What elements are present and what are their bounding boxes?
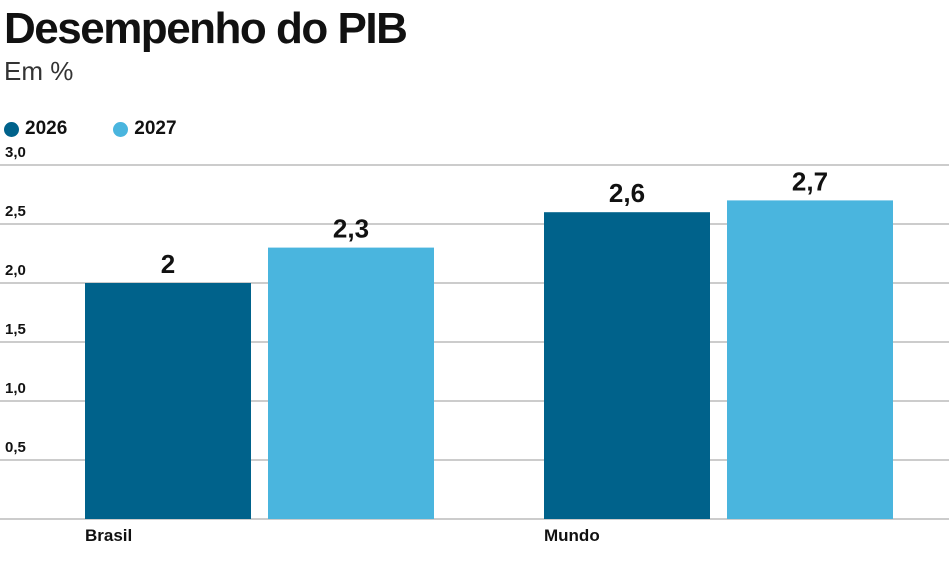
legend-item-2027: 2027 bbox=[113, 118, 177, 140]
bar bbox=[544, 212, 710, 519]
y-tick-label: 3,0 bbox=[5, 144, 26, 161]
y-tick-label: 0,5 bbox=[5, 439, 26, 456]
bar bbox=[85, 283, 251, 519]
legend-item-2026: 2026 bbox=[4, 118, 67, 140]
data-label: 2,3 bbox=[333, 214, 369, 244]
legend-swatch-2026 bbox=[4, 121, 19, 137]
bar bbox=[727, 200, 893, 519]
data-label: 2,7 bbox=[792, 166, 828, 196]
y-tick-label: 2,5 bbox=[5, 203, 26, 220]
bar bbox=[268, 247, 434, 519]
y-tick-label: 1,0 bbox=[5, 380, 26, 397]
legend-swatch-2027 bbox=[113, 121, 129, 137]
y-tick-label: 1,5 bbox=[5, 321, 26, 338]
x-category-label: Mundo bbox=[544, 526, 600, 545]
chart-subtitle: Em % bbox=[4, 56, 74, 86]
data-label: 2 bbox=[161, 249, 175, 279]
legend-label-2026: 2026 bbox=[25, 118, 68, 139]
y-tick-label: 2,0 bbox=[5, 262, 26, 279]
x-category-label: Brasil bbox=[85, 526, 132, 545]
chart-title: Desempenho do PIB bbox=[4, 4, 408, 53]
chart-legend: 2026 2027 bbox=[4, 118, 223, 140]
legend-label-2027: 2027 bbox=[134, 118, 177, 139]
data-label: 2,6 bbox=[609, 178, 645, 208]
